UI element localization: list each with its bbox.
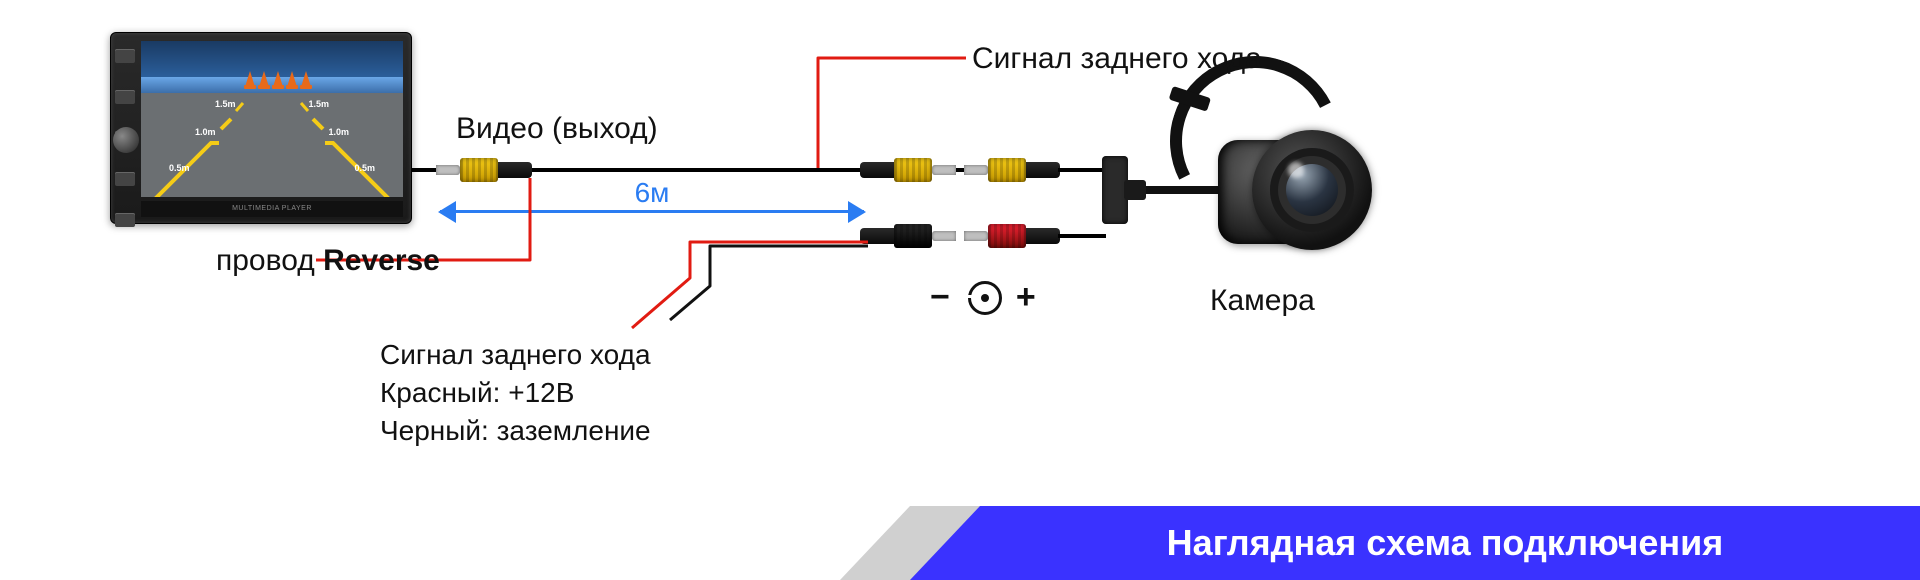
head-unit-button <box>115 90 135 104</box>
dc-socket-icon <box>968 281 1002 315</box>
label-camera: Камера <box>1210 284 1315 318</box>
camera-video-cable <box>1058 168 1106 172</box>
reverse-signal-wire <box>816 56 976 176</box>
lane-tick-label: 0.5m <box>169 163 190 173</box>
label-reverse-wire-bold: Reverse <box>323 244 440 277</box>
cable-length-label: 6м <box>635 177 670 209</box>
power-pigtails <box>630 228 890 348</box>
polarity-minus: − <box>930 278 954 317</box>
lane-tick-label: 1.5m <box>215 99 236 109</box>
camera-power-cable <box>1058 234 1106 238</box>
label-reverse-wire: провод Reverse <box>216 244 440 278</box>
banner: Наглядная схема подключения <box>910 506 1920 580</box>
head-unit-button <box>115 172 135 186</box>
polarity-plus: + <box>1016 278 1040 317</box>
label-reverse-signal: Сигнал заднего хода <box>972 42 1262 76</box>
label-video-out: Видео (выход) <box>456 112 658 146</box>
head-unit-button <box>115 49 135 63</box>
head-unit-button <box>115 213 135 227</box>
lane-tick-label: 1.0m <box>195 127 216 137</box>
lane-tick-label: 1.5m <box>308 99 329 109</box>
head-unit-screen: 1.5m 1.5m 1.0m 1.0m 0.5m 0.5m <box>141 41 403 197</box>
legend: Сигнал заднего хода Красный: +12В Черный… <box>380 336 651 449</box>
legend-line: Черный: заземление <box>380 412 651 450</box>
polarity-indicator: − + <box>930 278 1040 317</box>
rca-ring-red <box>988 224 1026 248</box>
rca-power-red <box>964 222 1060 250</box>
lane-tick-label: 1.0m <box>328 127 349 137</box>
camera-cable-plug <box>1124 180 1146 200</box>
rca-camera-yellow <box>964 156 1060 184</box>
head-unit-knob <box>113 127 139 153</box>
lane-tick-label: 0.5m <box>354 163 375 173</box>
legend-line: Красный: +12В <box>380 374 651 412</box>
camera <box>1190 86 1390 296</box>
legend-line: Сигнал заднего хода <box>380 336 651 374</box>
camera-lens <box>1270 148 1354 232</box>
rca-ring-black <box>894 224 932 248</box>
reverse-wire <box>300 176 560 296</box>
arrow-right-icon <box>848 201 866 223</box>
label-reverse-wire-prefix: провод <box>216 244 323 277</box>
rca-ring-yellow <box>988 158 1026 182</box>
